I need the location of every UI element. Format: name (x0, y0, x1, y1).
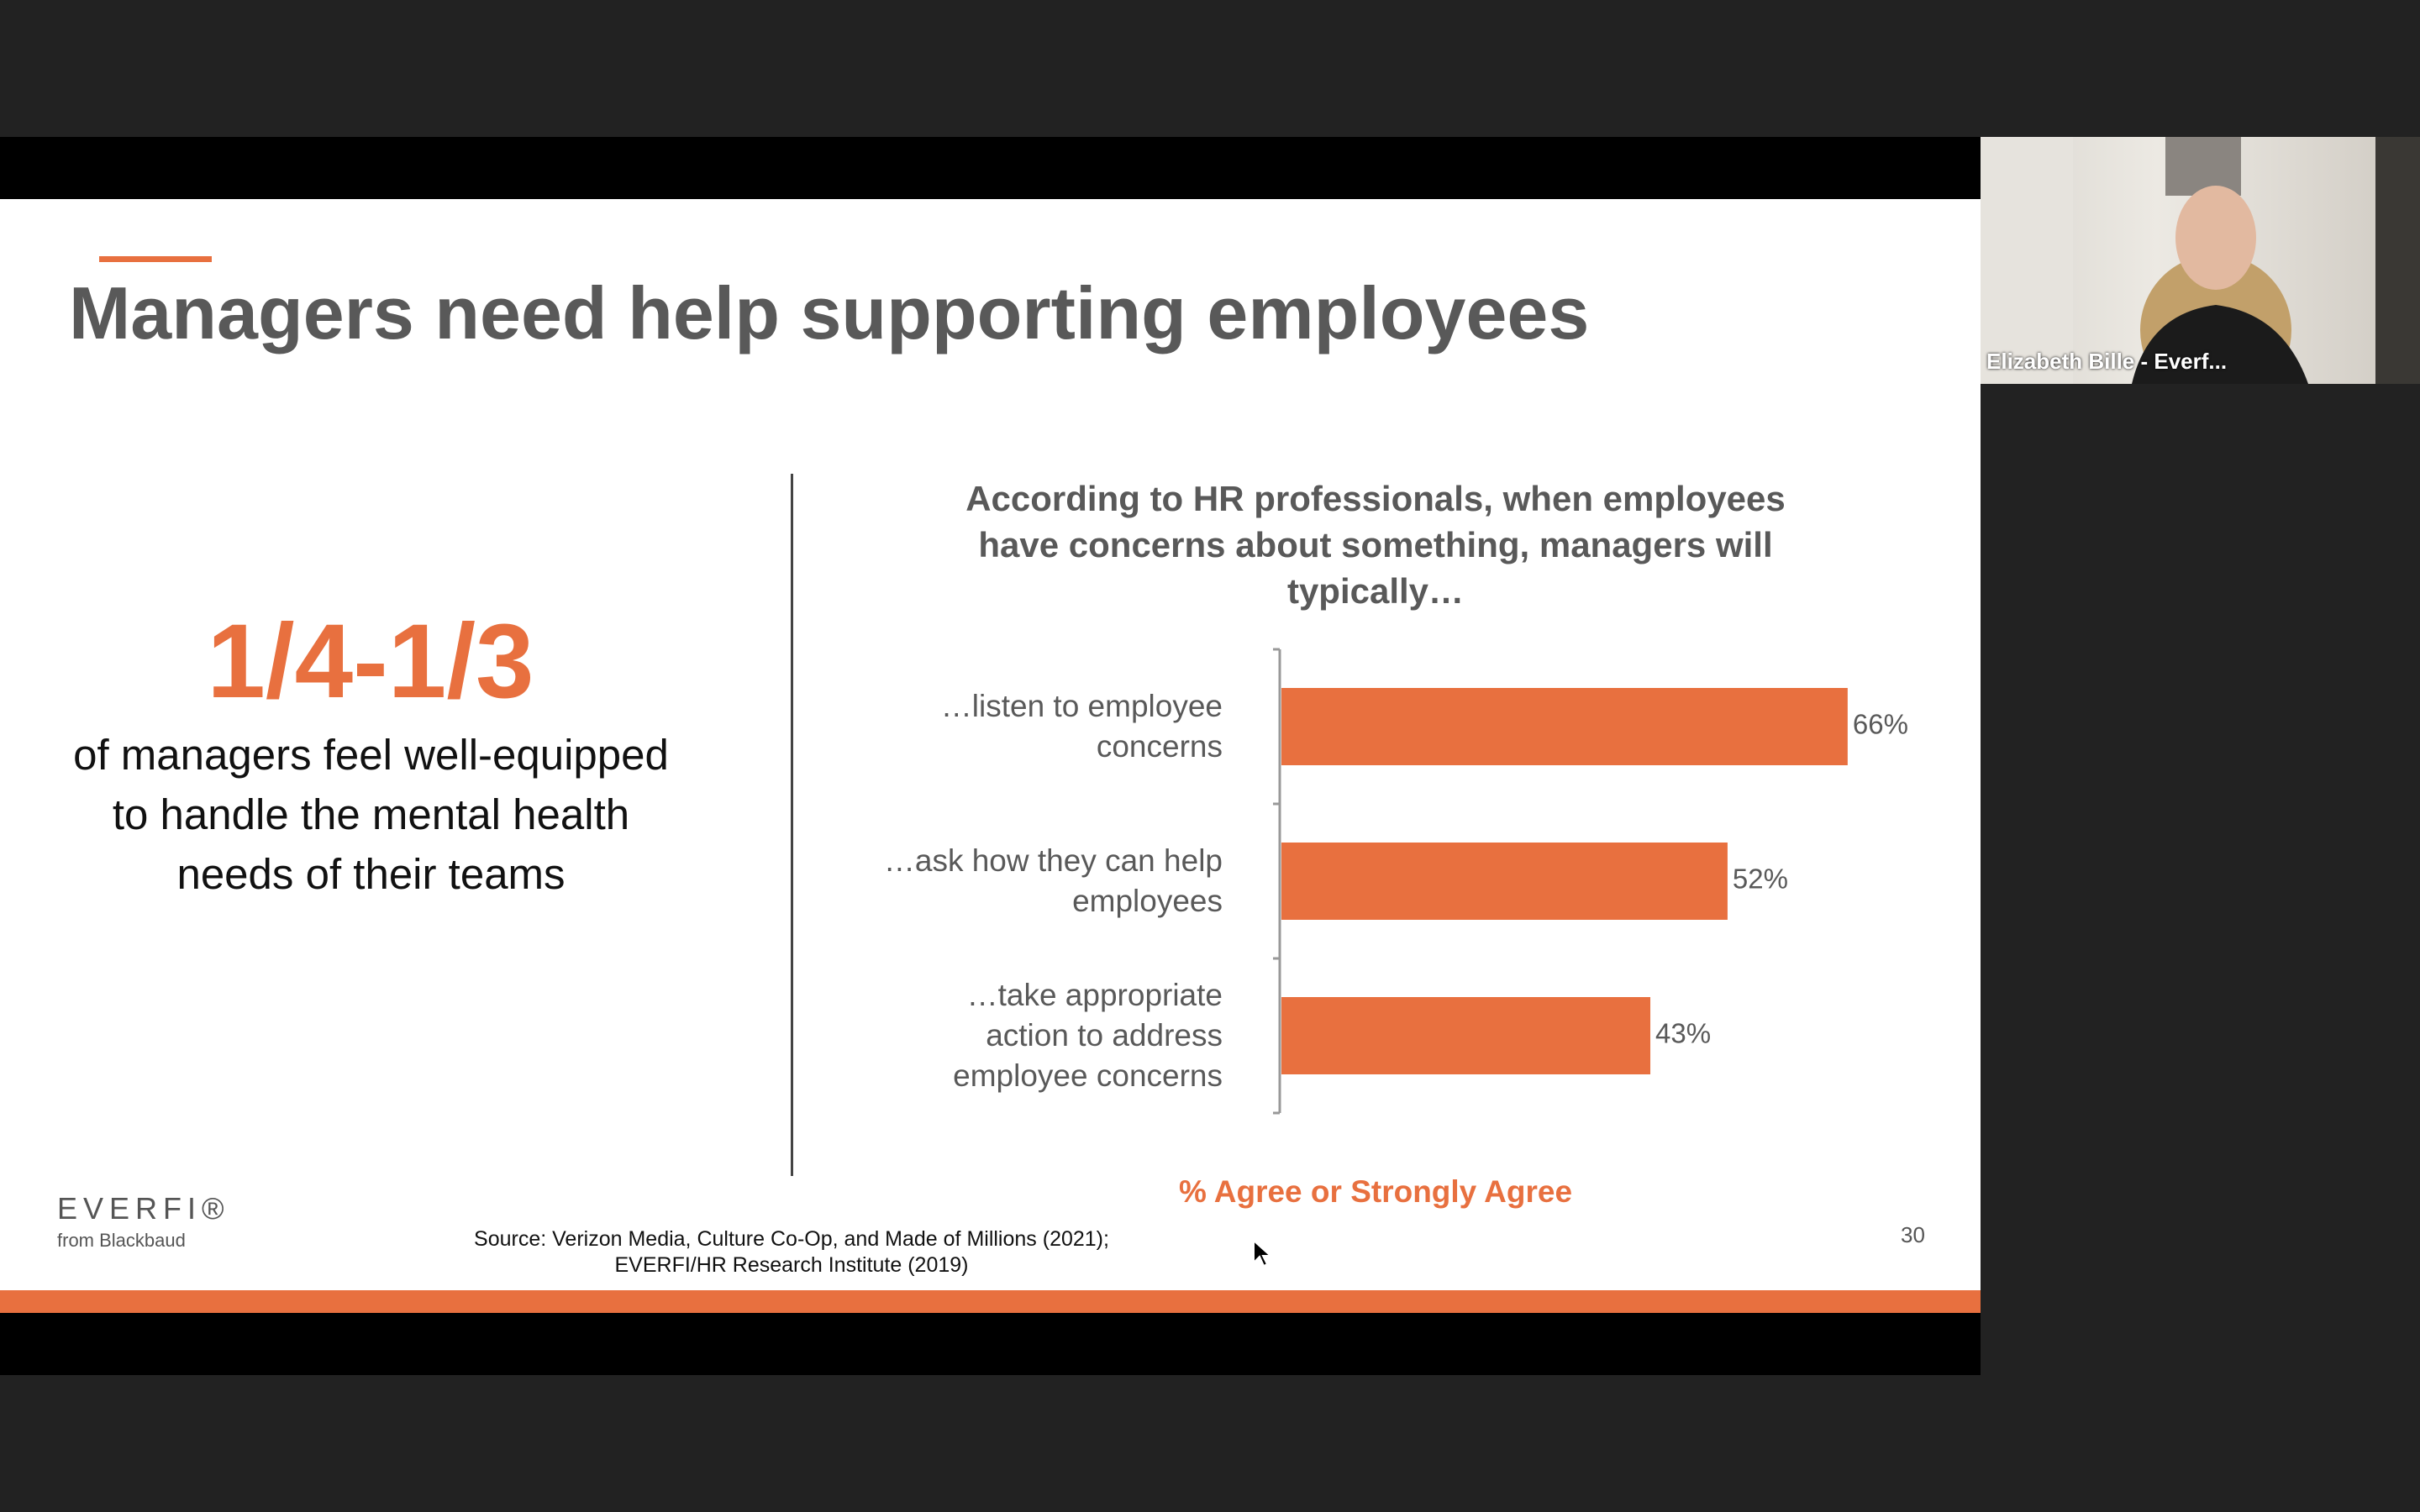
bar (1281, 997, 1651, 1074)
x-axis-label: % Agree or Strongly Agree (1178, 1174, 1573, 1209)
slide-footer-bar (0, 1290, 1981, 1313)
logo-sub: from Blackbaud (57, 1230, 186, 1251)
category-label: …listen to employee concerns (940, 689, 1223, 764)
stat-text: of managers feel well-equipped to handle… (73, 731, 669, 898)
slide-title: Managers need help supporting employees (69, 271, 1590, 354)
value-label: 43% (1655, 1018, 1711, 1049)
participant-image (1981, 137, 2420, 384)
divider (791, 474, 793, 1176)
category-label: …take appropriate action to address empl… (953, 978, 1223, 1093)
bar (1281, 688, 1848, 765)
source-line: Source: Verizon Media, Culture Co-Op, an… (474, 1227, 1109, 1251)
participant-video: Elizabeth Bille - Everf... (1981, 137, 2420, 384)
participant-name: Elizabeth Bille - Everf... (1986, 349, 2228, 374)
source: Source: Verizon Media, Culture Co-Op, an… (371, 1226, 1212, 1278)
value-label: 52% (1733, 864, 1788, 895)
value-label: 66% (1853, 709, 1908, 740)
stat: 1/4-1/3 (207, 603, 534, 720)
logo: EVERFI® (57, 1191, 230, 1226)
cursor (1253, 1239, 1272, 1268)
category-label: …ask how they can help employees (883, 843, 1223, 918)
chart-title: According to HR professionals, when empl… (965, 479, 1786, 611)
page-number: 30 (1901, 1222, 1925, 1247)
source-line: EVERFI/HR Research Institute (2019) (614, 1253, 969, 1277)
title-accent (99, 256, 212, 262)
bar (1281, 843, 1728, 920)
chart: 66% 52% 43% (1273, 648, 1908, 1115)
